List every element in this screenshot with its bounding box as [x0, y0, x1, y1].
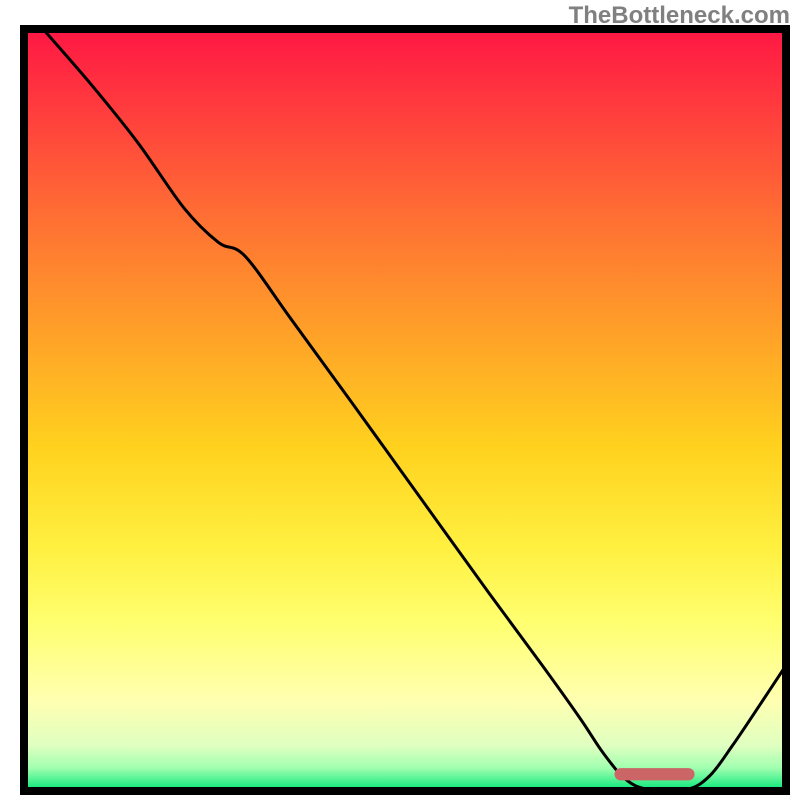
- plot-area: [20, 25, 790, 795]
- watermark-text: TheBottleneck.com: [569, 2, 790, 30]
- plot-svg: [20, 25, 790, 795]
- optimal-range-marker: [615, 768, 695, 780]
- chart-container: TheBottleneck.com: [0, 0, 800, 800]
